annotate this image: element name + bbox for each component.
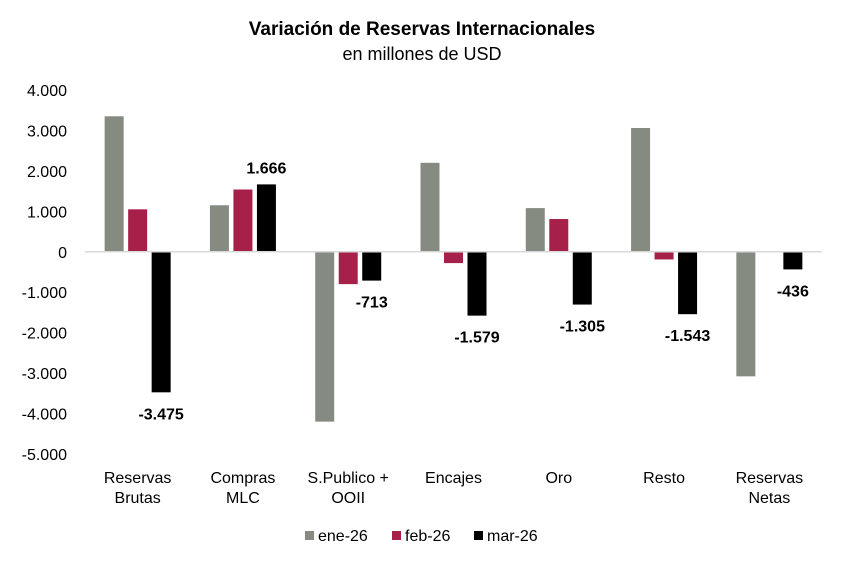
y-tick-label: 4.000 xyxy=(27,83,67,100)
x-category-label: Resto xyxy=(643,470,685,487)
data-label: -1.579 xyxy=(454,330,499,347)
y-tick-label: -1.000 xyxy=(22,285,67,302)
x-category-label: Encajes xyxy=(425,470,482,487)
bar-feb-26-1 xyxy=(233,189,253,252)
bar-mar-26-3 xyxy=(467,251,487,316)
x-category-label: Brutas xyxy=(115,490,161,507)
bar-feb-26-5 xyxy=(654,251,674,260)
data-label: 1.666 xyxy=(246,160,286,177)
y-axis: 4.000 3.000 2.000 1.000 0 -1.000 -2.000 -3.000 -… xyxy=(22,83,67,464)
x-category-label: MLC xyxy=(226,490,260,507)
bars-layer xyxy=(104,116,803,422)
x-category-label: Compras xyxy=(210,470,275,487)
legend-swatch-feb-26 xyxy=(392,531,401,540)
bar-ene-26-2 xyxy=(315,251,335,422)
x-category-label: Oro xyxy=(545,470,572,487)
y-tick-label: -4.000 xyxy=(22,407,67,424)
bar-mar-26-5 xyxy=(678,251,698,315)
chart-title: Variación de Reservas Internacionales xyxy=(249,19,595,40)
legend-label: ene-26 xyxy=(318,528,368,545)
legend-label: feb-26 xyxy=(405,528,450,545)
bar-ene-26-0 xyxy=(104,116,124,252)
chart-subtitle: en millones de USD xyxy=(342,44,501,64)
bar-mar-26-1 xyxy=(256,184,276,252)
bar-ene-26-1 xyxy=(209,205,229,252)
x-category-label: Reservas xyxy=(736,470,804,487)
bar-ene-26-6 xyxy=(736,251,756,377)
bar-ene-26-3 xyxy=(420,162,440,252)
bar-mar-26-0 xyxy=(151,251,171,393)
x-category-label: S.Publico + xyxy=(308,470,389,487)
legend-swatch-ene-26 xyxy=(305,531,314,540)
bar-feb-26-0 xyxy=(128,209,148,252)
y-tick-label: -5.000 xyxy=(22,447,67,464)
data-label: -436 xyxy=(777,283,809,300)
x-axis: Reservas Brutas Compras MLC S.Publico + OOII E… xyxy=(104,470,803,507)
bar-feb-26-4 xyxy=(549,219,569,252)
data-label: -1.305 xyxy=(560,319,605,336)
data-label: -713 xyxy=(356,295,388,312)
bar-feb-26-3 xyxy=(444,251,463,264)
y-tick-label: -3.000 xyxy=(22,366,67,383)
data-label: -1.543 xyxy=(665,328,710,345)
bar-ene-26-4 xyxy=(525,208,545,252)
x-category-label: Netas xyxy=(748,490,790,507)
x-category-label: OOII xyxy=(331,490,365,507)
x-category-label: Reservas xyxy=(104,470,172,487)
data-label: -3.475 xyxy=(138,406,183,423)
y-tick-label: 0 xyxy=(58,245,67,262)
y-tick-label: -2.000 xyxy=(22,326,67,343)
bar-ene-26-5 xyxy=(631,128,651,252)
y-tick-label: 1.000 xyxy=(27,204,67,221)
legend: ene-26 feb-26 mar-26 xyxy=(305,528,538,545)
bar-mar-26-6 xyxy=(783,251,803,270)
legend-label: mar-26 xyxy=(487,528,538,545)
bar-mar-26-2 xyxy=(362,251,382,281)
legend-swatch-mar-26 xyxy=(474,531,483,540)
bar-feb-26-2 xyxy=(338,251,358,285)
bar-mar-26-4 xyxy=(572,251,592,305)
y-tick-label: 2.000 xyxy=(27,164,67,181)
y-tick-label: 3.000 xyxy=(27,123,67,140)
data-labels-layer: -3.475 1.666 -713 -1.579 -1.305 -1.543 -436 xyxy=(138,160,809,423)
